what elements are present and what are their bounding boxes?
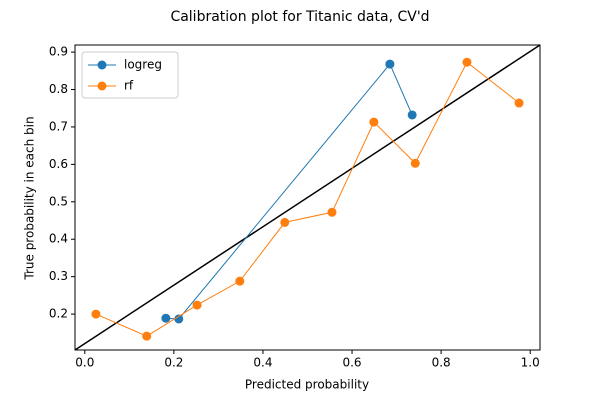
legend-marker [97,81,107,91]
y-tick-label: 0.8 [49,82,68,96]
x-tick-label: 0.8 [432,356,451,370]
marker [161,313,171,323]
marker [462,57,472,67]
marker [410,158,420,168]
y-axis-label: True probability in each bin [23,116,37,280]
x-tick-label: 0.0 [75,356,94,370]
plot-frame [74,44,541,351]
marker [91,309,101,319]
y-tick-label: 0.4 [49,232,68,246]
y-tick-label: 0.9 [49,45,68,59]
reference-line [74,44,541,351]
y-tick-label: 0.5 [49,194,68,208]
x-axis-label: Predicted probability [245,378,369,392]
marker [369,117,379,127]
x-tick-label: 0.6 [342,356,361,370]
marker [514,98,524,108]
y-tick-label: 0.2 [49,307,68,321]
x-tick-label: 0.2 [164,356,183,370]
series-line [165,63,413,320]
marker [280,217,290,227]
y-tick-label: 0.7 [49,119,68,133]
series-line [95,61,520,337]
marker [142,331,152,341]
marker [385,59,395,69]
x-tick-label: 1.0 [521,356,540,370]
legend-marker [97,60,107,70]
marker [327,207,337,217]
marker [192,300,202,310]
legend-label: logreg [124,58,162,72]
y-tick-label: 0.6 [49,157,68,171]
marker [174,314,184,324]
x-tick-label: 0.4 [253,356,272,370]
marker [407,110,417,120]
chart-title: Calibration plot for Titanic data, CV'd [170,9,429,25]
legend-label: rf [124,79,134,93]
y-tick-label: 0.3 [49,269,68,283]
marker [235,276,245,286]
